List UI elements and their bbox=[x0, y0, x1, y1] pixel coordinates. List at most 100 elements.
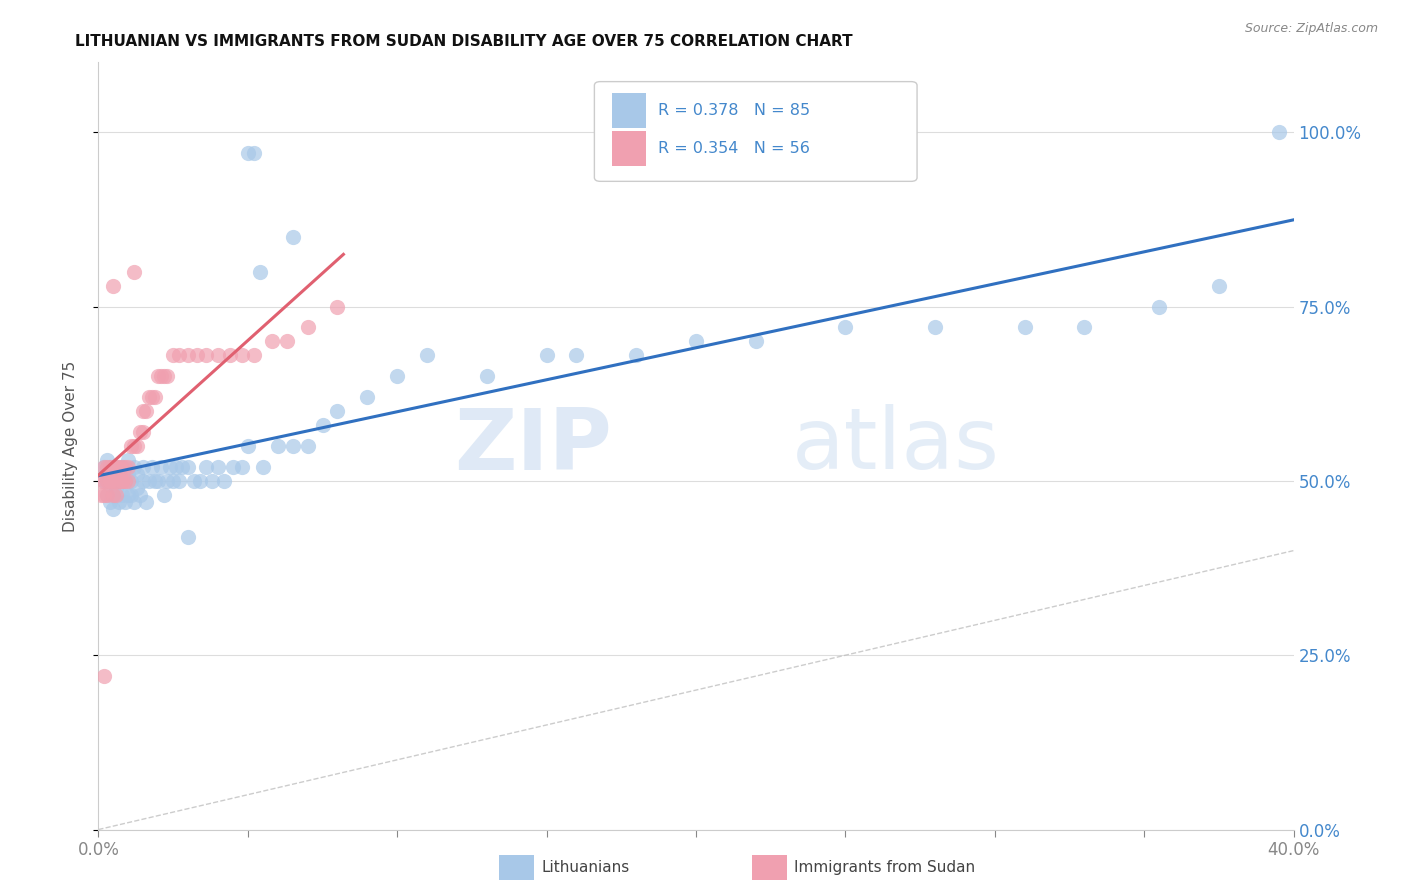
Point bbox=[565, 348, 588, 362]
Point bbox=[103, 459, 125, 474]
Point bbox=[96, 488, 118, 502]
Point bbox=[135, 404, 157, 418]
Point bbox=[117, 488, 139, 502]
Point bbox=[111, 474, 134, 488]
Point bbox=[127, 467, 149, 481]
Point bbox=[626, 348, 648, 362]
Point bbox=[111, 474, 134, 488]
Point bbox=[177, 530, 200, 544]
Point bbox=[127, 481, 149, 495]
Point bbox=[297, 439, 319, 453]
Point bbox=[103, 474, 125, 488]
Point bbox=[93, 488, 115, 502]
Y-axis label: Disability Age Over 75: Disability Age Over 75 bbox=[63, 360, 77, 532]
Point bbox=[356, 390, 378, 404]
Point bbox=[117, 474, 139, 488]
Point bbox=[132, 474, 155, 488]
Point bbox=[177, 348, 200, 362]
Point bbox=[148, 474, 170, 488]
Point bbox=[243, 146, 266, 161]
Point bbox=[276, 334, 298, 349]
Point bbox=[108, 459, 131, 474]
Point bbox=[1073, 320, 1095, 334]
Point bbox=[135, 495, 157, 509]
Point bbox=[127, 439, 149, 453]
Text: Source: ZipAtlas.com: Source: ZipAtlas.com bbox=[1244, 22, 1378, 36]
Point bbox=[141, 459, 163, 474]
Point bbox=[103, 488, 125, 502]
Point bbox=[132, 425, 155, 439]
Point bbox=[98, 495, 122, 509]
Point bbox=[326, 300, 349, 314]
Point bbox=[281, 439, 304, 453]
Point bbox=[236, 146, 259, 161]
Point bbox=[129, 425, 152, 439]
Point bbox=[111, 488, 134, 502]
Point bbox=[93, 459, 115, 474]
Point bbox=[267, 439, 290, 453]
Point bbox=[117, 467, 139, 481]
Point bbox=[207, 459, 229, 474]
Point bbox=[260, 334, 283, 349]
Point bbox=[249, 265, 271, 279]
Point bbox=[222, 459, 245, 474]
Point bbox=[150, 459, 173, 474]
Point bbox=[195, 459, 218, 474]
Point bbox=[108, 474, 131, 488]
Text: atlas: atlas bbox=[792, 404, 1000, 488]
Point bbox=[114, 459, 136, 474]
Point bbox=[103, 488, 125, 502]
Point bbox=[96, 459, 118, 474]
Bar bbox=[613, 131, 645, 166]
Point bbox=[96, 488, 118, 502]
Point bbox=[1014, 320, 1036, 334]
Point bbox=[114, 495, 136, 509]
Point bbox=[153, 488, 176, 502]
Point bbox=[475, 369, 498, 384]
Point bbox=[326, 404, 349, 418]
Point bbox=[1208, 278, 1230, 293]
Point bbox=[156, 474, 179, 488]
Point bbox=[297, 320, 319, 334]
Point bbox=[111, 474, 134, 488]
Point bbox=[105, 459, 128, 474]
Point bbox=[231, 459, 253, 474]
Point bbox=[834, 320, 856, 334]
Point bbox=[162, 348, 184, 362]
Point bbox=[536, 348, 558, 362]
Text: R = 0.378   N = 85: R = 0.378 N = 85 bbox=[658, 103, 810, 119]
Point bbox=[143, 390, 166, 404]
Point bbox=[143, 474, 166, 488]
Point bbox=[93, 474, 115, 488]
Point bbox=[114, 474, 136, 488]
Point bbox=[103, 278, 125, 293]
Point bbox=[132, 459, 155, 474]
Point bbox=[105, 481, 128, 495]
Point bbox=[108, 474, 131, 488]
Point bbox=[90, 488, 112, 502]
Point bbox=[117, 453, 139, 467]
Point bbox=[111, 459, 134, 474]
Text: R = 0.354   N = 56: R = 0.354 N = 56 bbox=[658, 141, 810, 156]
Point bbox=[156, 369, 179, 384]
Point bbox=[745, 334, 768, 349]
FancyBboxPatch shape bbox=[595, 81, 917, 181]
Point bbox=[207, 348, 229, 362]
Point bbox=[103, 501, 125, 516]
Point bbox=[685, 334, 707, 349]
Point bbox=[120, 474, 142, 488]
Point bbox=[98, 474, 122, 488]
Point bbox=[98, 474, 122, 488]
Point bbox=[96, 453, 118, 467]
Point bbox=[98, 474, 122, 488]
Point bbox=[141, 390, 163, 404]
Text: ZIP: ZIP bbox=[454, 404, 613, 488]
Point bbox=[252, 459, 274, 474]
Point bbox=[111, 459, 134, 474]
Point bbox=[195, 348, 218, 362]
Point bbox=[124, 459, 146, 474]
Point bbox=[231, 348, 253, 362]
Point bbox=[1267, 125, 1289, 139]
Point bbox=[124, 265, 146, 279]
Point bbox=[103, 459, 125, 474]
